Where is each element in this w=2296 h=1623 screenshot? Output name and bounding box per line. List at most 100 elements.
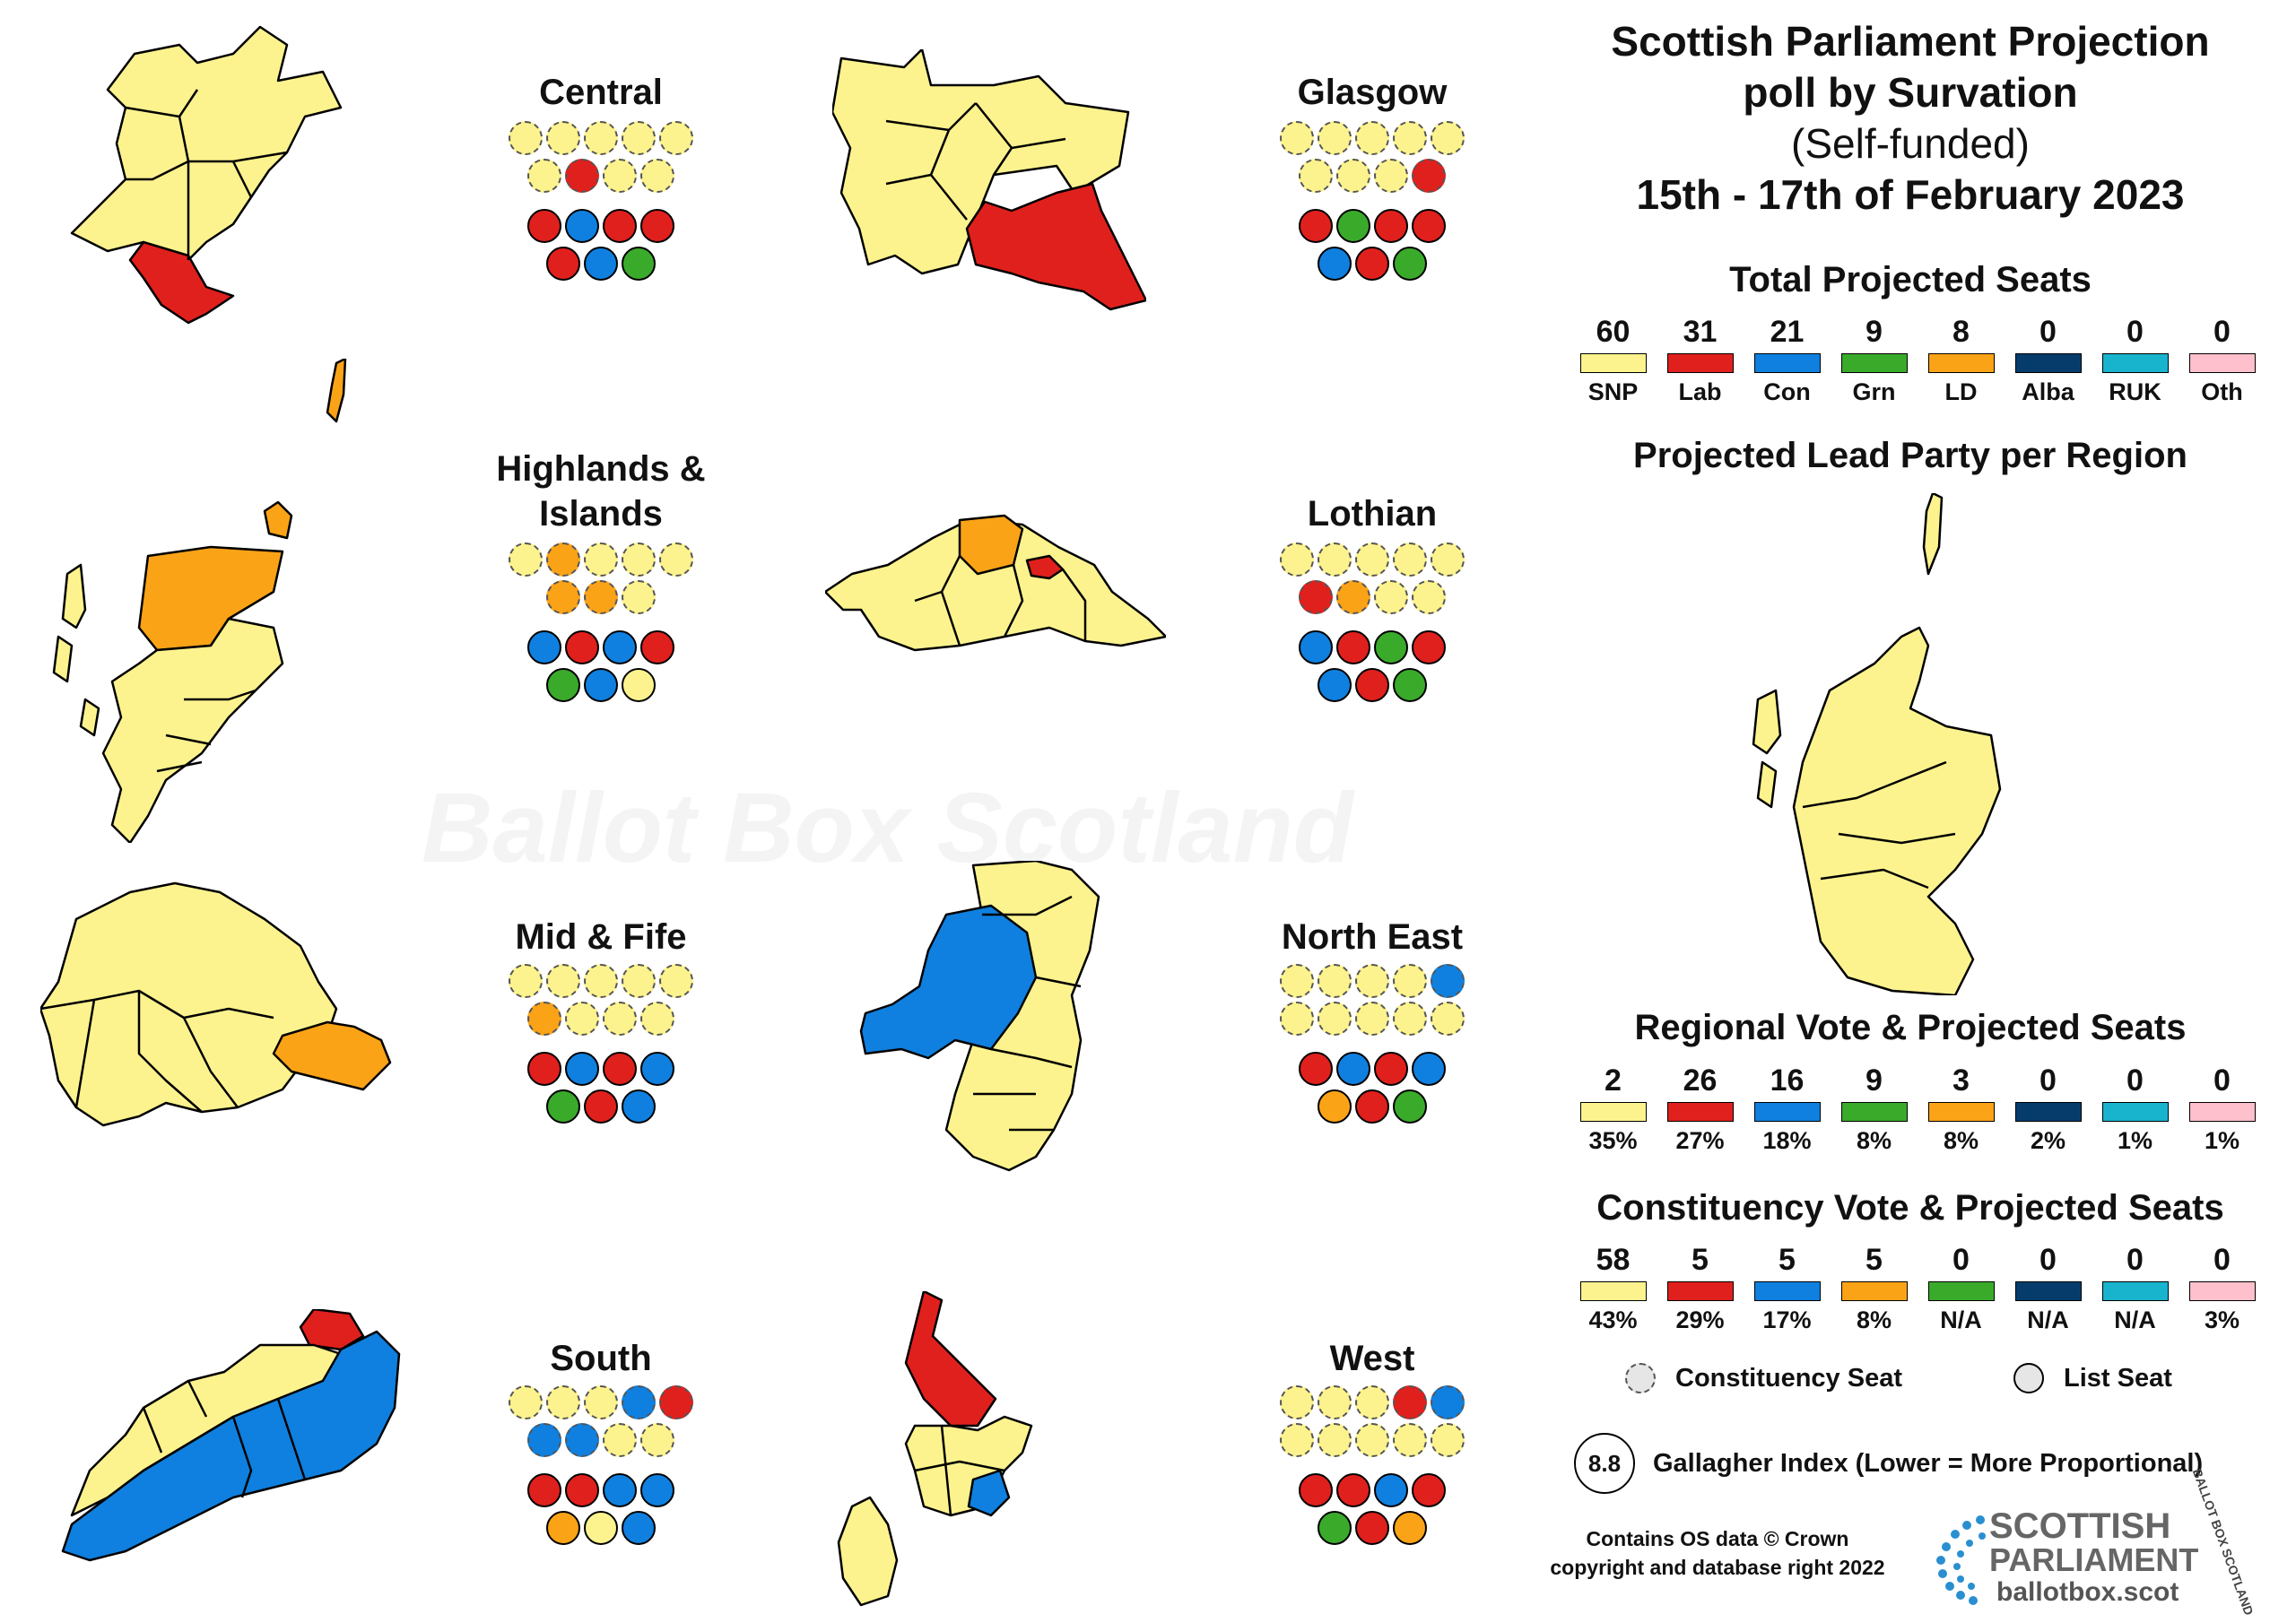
- list-seat: [1412, 1052, 1446, 1086]
- constituency-seat: [1431, 1002, 1465, 1036]
- party-swatch: [2014, 1102, 2082, 1122]
- constituency-seat: [1280, 964, 1314, 998]
- party-swatch: [1840, 1102, 1908, 1122]
- constituency-seat: [546, 121, 580, 155]
- constituency-seat: [1431, 542, 1465, 577]
- party-label: Grn: [1852, 378, 1896, 405]
- logo-line-2: PARLIAMENT: [1989, 1541, 2199, 1578]
- list-seat: [546, 1511, 580, 1545]
- list-seat: [546, 668, 580, 702]
- vote-share: N/A: [1940, 1306, 1982, 1333]
- constituency-seat: [659, 121, 693, 155]
- seat-count: 60: [1596, 315, 1631, 349]
- list-seat: [1336, 1473, 1370, 1507]
- list-seat-row: [502, 1089, 700, 1124]
- party-swatch: [2101, 1102, 2169, 1122]
- vote-share: 17%: [1762, 1306, 1812, 1333]
- constituency-seat: [1336, 580, 1370, 614]
- seat-spacer: [1274, 196, 1471, 209]
- party-column-con: 16 18%: [1744, 1063, 1831, 1156]
- list-seat-row: [502, 630, 700, 664]
- constituency-seat: [1355, 121, 1389, 155]
- constituency-seat: [527, 1423, 561, 1457]
- party-label: SNP: [1587, 378, 1639, 405]
- party-column-ld: 5 8%: [1831, 1242, 1918, 1335]
- party-swatch: [1927, 1102, 1995, 1122]
- constituency-seat: [1318, 1002, 1352, 1036]
- list-seat: [603, 209, 637, 243]
- list-seat: [527, 1473, 561, 1507]
- list-seat: [1412, 209, 1446, 243]
- list-seat: [1336, 209, 1370, 243]
- constituency-seat: [622, 121, 656, 155]
- constituency-seat: [584, 580, 618, 614]
- map-west: [837, 1291, 1033, 1607]
- vote-share: 18%: [1762, 1127, 1812, 1154]
- list-seat: [1299, 1052, 1333, 1086]
- constituency-seat: [1355, 1002, 1389, 1036]
- party-label: Lab: [1678, 378, 1722, 405]
- list-seat: [640, 1052, 674, 1086]
- seat-grid-central: [502, 121, 700, 284]
- party-swatch: [1753, 353, 1821, 373]
- list-seat: [1299, 1473, 1333, 1507]
- constituency-seat: [603, 159, 637, 193]
- vote-share: 2%: [2030, 1127, 2066, 1154]
- list-seat: [1374, 630, 1408, 664]
- party-swatch: [1927, 353, 1995, 373]
- party-swatch: [2188, 1281, 2256, 1301]
- map-lothian: [825, 514, 1166, 652]
- logo-ring-text: BALLOT BOX SCOTLAND: [2189, 1466, 2257, 1618]
- list-seat: [584, 1089, 618, 1124]
- constituency-seat: [1280, 121, 1314, 155]
- constituency-seat: [1393, 1423, 1427, 1457]
- constituency-seat: [640, 1002, 674, 1036]
- constituency-seat: [546, 964, 580, 998]
- list-seat-row: [502, 1473, 700, 1507]
- party-column-grn: 9 8%: [1831, 1063, 1918, 1156]
- constituency-seat: [1393, 1002, 1427, 1036]
- constituency-seat-row: [1274, 159, 1471, 193]
- party-column-ruk: 0 RUK: [2092, 314, 2179, 407]
- list-seat: [1318, 1089, 1352, 1124]
- list-seat: [565, 630, 599, 664]
- constituency-seat: [622, 1385, 656, 1419]
- constituency-seat-row: [502, 542, 700, 577]
- gallagher-value: 8.8: [1574, 1433, 1635, 1494]
- list-seat: [1355, 668, 1389, 702]
- list-seat: [584, 247, 618, 281]
- seat-count: 21: [1770, 315, 1805, 349]
- seat-grid-mid-fife: [502, 964, 700, 1127]
- map-glasgow: [832, 49, 1146, 311]
- map-lead-party-scotland: [1752, 493, 2002, 995]
- constituency-seat: [1336, 159, 1370, 193]
- list-seat: [1299, 630, 1333, 664]
- constituency-seat-row: [1274, 1002, 1471, 1036]
- constituency-seat: [603, 1002, 637, 1036]
- seat-spacer: [502, 1039, 700, 1052]
- map-mid-fife: [40, 881, 392, 1127]
- list-seat: [1374, 1473, 1408, 1507]
- seat-count: 31: [1683, 315, 1718, 349]
- constituency-seat: [584, 964, 618, 998]
- seat-spacer: [502, 618, 700, 630]
- constituency-seat-row: [502, 1385, 700, 1419]
- seat-count: 16: [1770, 1063, 1805, 1098]
- party-column-lab: 5 29%: [1657, 1242, 1744, 1335]
- list-seat: [565, 209, 599, 243]
- constituency-seat: [509, 964, 543, 998]
- party-column-ld: 3 8%: [1918, 1063, 2005, 1156]
- constituency-seat: [659, 964, 693, 998]
- party-column-snp: 60 SNP: [1570, 314, 1657, 407]
- constituency-seat: [1355, 1423, 1389, 1457]
- constituency-title: Constituency Vote & Projected Seats: [1596, 1188, 2224, 1228]
- list-seat: [622, 1511, 656, 1545]
- list-seat: [1299, 209, 1333, 243]
- party-swatch: [1840, 1281, 1908, 1301]
- title-line-3: (Self-funded): [1791, 120, 2030, 167]
- constituency-seat: [584, 121, 618, 155]
- credit-line-1: Contains OS data © Crown: [1586, 1527, 1849, 1550]
- total-seats-title: Total Projected Seats: [1729, 260, 2092, 299]
- seat-count: 3: [1952, 1063, 1970, 1098]
- list-seat: [603, 1473, 637, 1507]
